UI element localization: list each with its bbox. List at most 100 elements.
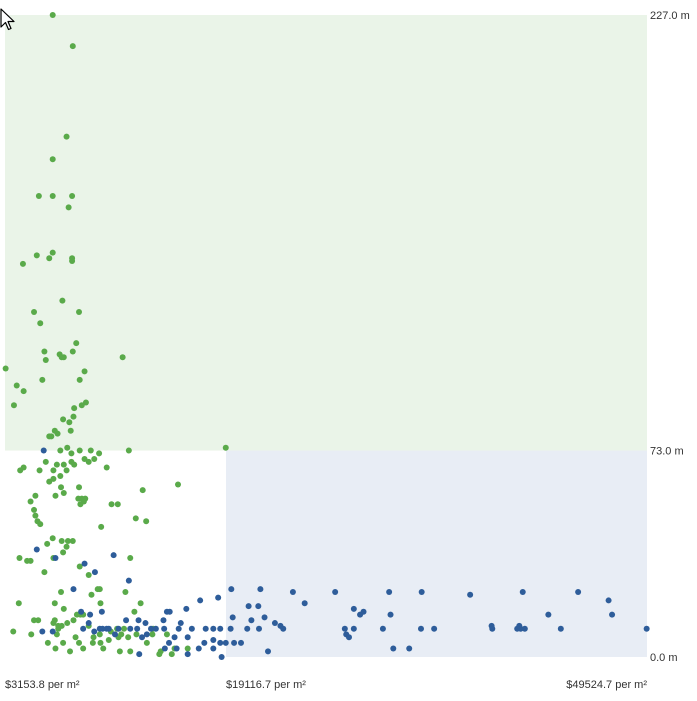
data-point-s0-113: [137, 600, 144, 607]
data-point-s1-100: [195, 645, 202, 652]
data-point-s1-75: [516, 622, 523, 629]
data-point-s0-109: [58, 588, 65, 595]
data-point-s1-68: [379, 625, 386, 632]
data-point-s0-31: [20, 388, 27, 395]
data-point-s1-22: [255, 603, 262, 610]
data-point-s1-28: [609, 611, 616, 618]
data-point-s0-32: [10, 402, 17, 409]
data-point-s1-90: [231, 639, 238, 646]
x-axis-tick-labels: $3153.8 per m² $19116.7 per m² $49524.7 pe…: [5, 679, 647, 691]
data-point-s1-35: [271, 620, 278, 627]
data-point-s1-89: [222, 639, 229, 646]
data-point-s1-70: [431, 625, 438, 632]
data-point-s1-103: [136, 651, 143, 658]
data-point-s0-47: [57, 447, 64, 454]
data-point-s0-14: [59, 297, 66, 304]
y-tick-label-1: 73.0 m: [650, 446, 684, 458]
data-point-s0-120: [35, 617, 42, 624]
data-point-s1-1: [33, 546, 40, 553]
data-point-s0-155: [67, 648, 74, 655]
data-point-s0-39: [67, 427, 74, 434]
data-point-s1-37: [135, 617, 142, 624]
x-tick-label-1: $19116.7 per m²: [226, 679, 306, 691]
data-point-s0-24: [69, 348, 76, 355]
data-point-s0-115: [60, 605, 67, 612]
data-point-s0-86: [132, 515, 139, 522]
data-point-s1-94: [166, 639, 173, 646]
data-point-s0-64: [50, 467, 57, 474]
data-point-s0-91: [49, 535, 56, 542]
data-point-s1-56: [161, 625, 168, 632]
data-point-s0-1: [69, 43, 76, 50]
data-point-s1-51: [115, 625, 122, 632]
data-point-s1-97: [390, 645, 397, 652]
data-point-s1-84: [139, 634, 146, 641]
data-point-s0-159: [116, 648, 123, 655]
data-point-s1-86: [184, 634, 191, 641]
data-point-s1-78: [643, 625, 650, 632]
data-point-s1-41: [177, 620, 184, 627]
data-point-s1-55: [152, 625, 159, 632]
data-point-s0-136: [149, 631, 156, 638]
data-point-s0-4: [35, 193, 42, 200]
data-point-s0-79: [27, 498, 34, 505]
data-point-s1-79: [39, 628, 46, 635]
data-point-s1-88: [217, 639, 224, 646]
data-point-s0-88: [98, 523, 105, 530]
data-point-s0-56: [53, 461, 60, 468]
data-point-s0-28: [39, 376, 46, 383]
data-point-s0-65: [63, 467, 70, 474]
data-point-s0-127: [70, 617, 77, 624]
data-point-s1-18: [215, 594, 222, 601]
data-point-s0-62: [17, 467, 24, 474]
data-point-s0-19: [41, 348, 48, 355]
data-point-s1-20: [301, 600, 308, 607]
data-point-s0-49: [96, 450, 103, 457]
data-point-s1-9: [257, 586, 264, 593]
data-point-s1-95: [201, 639, 208, 646]
chart-region-1: [226, 450, 648, 657]
data-point-s1-5: [91, 569, 98, 576]
data-point-s1-15: [575, 588, 582, 595]
data-point-s1-31: [166, 608, 173, 615]
data-point-s1-3: [110, 552, 117, 559]
data-point-s0-75: [52, 492, 59, 499]
data-point-s0-23: [58, 354, 65, 361]
data-point-s0-48: [68, 450, 75, 457]
data-point-s1-105: [265, 648, 272, 655]
chart-points: [2, 12, 650, 660]
data-point-s0-72: [175, 481, 182, 488]
data-point-s1-27: [387, 611, 394, 618]
data-point-s0-50: [125, 447, 132, 454]
data-point-s1-6: [125, 577, 132, 584]
data-point-s1-11: [332, 588, 339, 595]
data-point-s0-29: [76, 376, 83, 383]
data-point-s1-45: [85, 620, 92, 627]
data-point-s1-42: [87, 611, 94, 618]
data-point-s1-53: [134, 625, 141, 632]
data-point-s0-58: [85, 458, 92, 465]
data-point-s0-42: [48, 433, 55, 440]
data-point-s1-33: [248, 617, 255, 624]
data-point-s1-85: [171, 634, 178, 641]
data-point-s0-108: [94, 586, 101, 593]
data-point-s0-55: [71, 461, 78, 468]
data-point-s0-143: [90, 634, 97, 641]
data-point-s1-82: [112, 631, 119, 638]
data-point-s0-70: [76, 484, 83, 491]
data-point-s1-4: [81, 560, 88, 567]
data-point-s1-8: [228, 586, 235, 593]
data-point-s1-50: [105, 625, 112, 632]
data-point-s1-58: [188, 625, 195, 632]
data-point-s0-10: [49, 249, 56, 256]
data-point-s0-132: [96, 631, 103, 638]
data-point-s1-52: [127, 625, 134, 632]
data-point-s1-26: [357, 611, 364, 618]
data-point-s1-104: [218, 654, 225, 660]
data-point-s0-158: [184, 645, 191, 652]
data-point-s0-105: [41, 569, 48, 576]
data-point-s0-45: [76, 447, 83, 454]
data-point-s1-83: [143, 631, 150, 638]
data-point-s1-43: [78, 608, 85, 615]
